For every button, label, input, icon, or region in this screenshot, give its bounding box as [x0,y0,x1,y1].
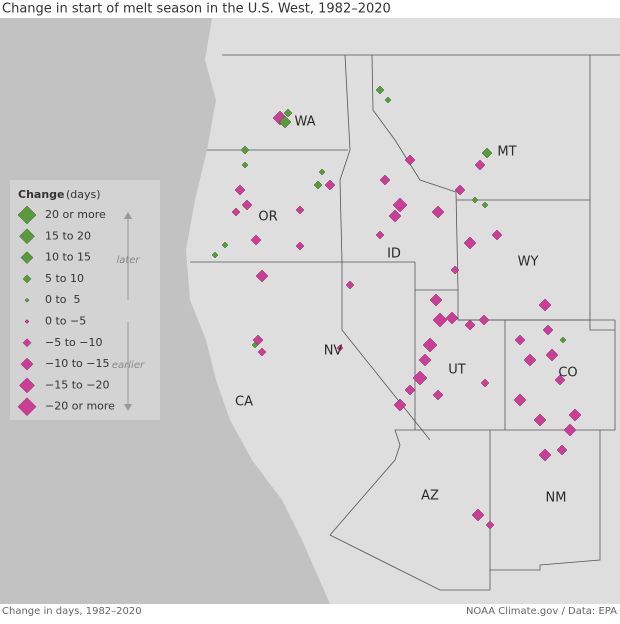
state-label: OR [258,210,277,225]
legend-unit: (days) [66,188,101,201]
legend-label: 0 to 5 [45,293,81,306]
legend-label: −15 to −20 [45,378,109,391]
legend: 20 or more 15 to 20 10 to 15 5 to 10 0 to 5 0… [17,205,115,417]
earlier-label: earlier [112,360,145,371]
state-label: CO [558,366,577,381]
earlier-markers [231,110,582,530]
legend-swatch [22,338,32,348]
title: Change in start of melt season in the U.… [2,2,391,17]
later-label: later [116,255,140,266]
footer-right: NOAA Climate.gov / Data: EPA [466,606,617,617]
map [0,18,620,604]
legend-label: 5 to 10 [45,272,84,285]
state-label: ID [387,247,401,262]
state-labels: WA MT OR ID WY NV UT CO CA AZ NM [235,115,578,506]
legend-label: 0 to −5 [45,315,86,328]
state-label: MT [497,145,516,160]
land [186,18,620,604]
legend-title: Change [18,188,65,201]
legend-box [10,180,160,420]
state-label: CA [235,395,253,410]
legend-swatch [24,319,30,324]
state-label: NM [546,491,567,506]
state-label: WY [518,255,539,270]
legend-label: −10 to −15 [45,357,109,370]
state-label: UT [448,363,466,378]
state-label: NV [324,344,343,359]
legend-swatch [17,205,37,225]
legend-swatch [22,274,32,284]
legend-label: −20 or more [45,400,115,413]
legend-label: 10 to 15 [45,251,91,264]
later-markers [211,85,567,349]
earlier-arrowhead [124,404,132,411]
later-arrowhead [124,212,132,219]
legend-swatch [19,377,35,394]
state-label: AZ [421,489,439,504]
legend-swatch [20,251,34,264]
legend-label: 15 to 20 [45,229,91,242]
legend-swatch [20,357,34,371]
legend-swatch [17,397,37,417]
legend-label: −5 to −10 [45,336,102,349]
legend-swatch [19,228,35,245]
legend-swatch [24,297,30,303]
state-label: WA [294,115,315,130]
legend-label: 20 or more [45,208,106,221]
footer-left: Change in days, 1982–2020 [2,606,142,617]
